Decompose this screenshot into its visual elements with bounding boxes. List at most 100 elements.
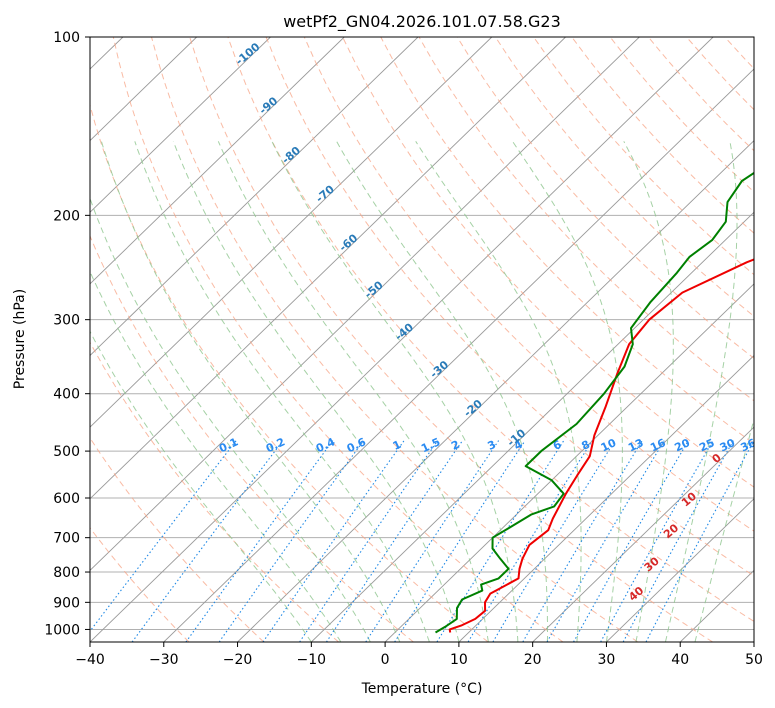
plot-frame (89, 36, 755, 643)
mixing-ratio-line-8 (467, 440, 593, 642)
isotherm-line (753, 641, 754, 642)
x-tick-label: 30 (598, 652, 616, 668)
dry-adiabat-line (90, 341, 339, 642)
mixing-ratio-line-6 (436, 440, 565, 642)
mixing-ratio-label: 10 (599, 436, 619, 454)
x-tick-label: 50 (745, 652, 763, 668)
dry-adiabat-line (494, 37, 754, 317)
mixing-ratio-line-13 (522, 440, 643, 642)
dry-adiabat-line (418, 37, 754, 402)
isotherm-line (532, 426, 754, 642)
y-tick-label: 600 (53, 491, 80, 507)
plot-area (90, 37, 754, 642)
y-tick-label: 700 (53, 531, 80, 547)
mixing-ratio-line-1-5 (299, 440, 439, 642)
dewpoint-profile (434, 171, 754, 634)
moist-adiabat-line (623, 141, 674, 642)
y-tick-label: 1000 (44, 622, 80, 638)
moist-adiabat-line (134, 141, 430, 642)
dry-adiabat-line (90, 103, 489, 642)
isotherm-line (606, 498, 754, 642)
isotherm-line (90, 37, 198, 142)
moist-adiabat-line (100, 141, 401, 642)
isotherm-line (90, 37, 493, 428)
isotherm-line (90, 37, 419, 357)
pressure-gridlines (90, 37, 754, 630)
x-tick-label: −20 (223, 652, 253, 668)
dry-adiabat-line (303, 37, 754, 532)
sounding-profiles (434, 171, 754, 634)
isotherm-line (90, 37, 640, 571)
mixing-ratio-label: 30 (718, 436, 738, 454)
mixing-ratio-line-16 (546, 440, 665, 642)
mixing-ratio-line-4 (394, 440, 526, 642)
moist-adiabat-line (665, 141, 738, 642)
mixing-ratio-lines (90, 440, 754, 642)
x-axis-ticks: −40 −30 −20 −10 0 10 20 30 40 50 (75, 642, 763, 668)
moist-adiabat-lines (90, 141, 754, 642)
y-tick-label: 100 (53, 30, 80, 46)
mixing-ratio-line-20 (573, 440, 689, 642)
dry-adiabat-line (227, 37, 754, 623)
isotherm-lines (90, 37, 754, 642)
y-tick-label: 400 (53, 387, 80, 403)
moist-adiabat-line (336, 141, 548, 642)
x-tick-label: 20 (524, 652, 542, 668)
moist-adiabat-line (172, 141, 460, 642)
x-tick-label: 40 (671, 652, 689, 668)
x-tick-label: −40 (75, 652, 105, 668)
moist-adiabat-line (90, 330, 312, 642)
mixing-ratio-line-10 (492, 440, 616, 642)
x-tick-label: 10 (450, 652, 468, 668)
y-axis-ticks: 1000 900 800 700 600 500 400 300 200 100 (44, 30, 90, 638)
dry-adiabat-line (189, 37, 713, 642)
dry-adiabat-line (90, 234, 414, 642)
mixing-ratio-line-30 (622, 440, 734, 642)
x-tick-label: −10 (297, 652, 327, 668)
moist-adiabat-line (694, 417, 754, 642)
plot-background (90, 37, 754, 642)
y-tick-label: 900 (53, 595, 80, 611)
y-axis-label: Pressure (hPa) (12, 289, 28, 389)
y-tick-label: 800 (53, 565, 80, 581)
moist-adiabat-line (90, 270, 342, 642)
mixing-ratio-label: 25 (697, 436, 716, 454)
dry-adiabat-line (265, 37, 754, 577)
isotherm-line (90, 37, 271, 213)
temperature-profile (448, 258, 754, 633)
y-tick-label: 300 (53, 313, 80, 329)
dry-adiabat-line (112, 37, 564, 642)
mixing-ratio-line-3 (365, 440, 500, 642)
isotherm-line (90, 37, 345, 285)
mixing-ratio-label: 13 (626, 436, 645, 454)
x-tick-label: −30 (149, 652, 179, 668)
dry-adiabat-line (151, 37, 639, 642)
mixing-ratio-label: 36 (739, 436, 759, 454)
mixing-ratio-line-0-4 (185, 440, 334, 642)
mixing-ratio-line-1 (262, 440, 405, 642)
mixing-ratio-line-2 (325, 440, 463, 642)
moist-adiabat-line (90, 197, 371, 642)
dry-adiabat-line (456, 37, 754, 359)
y-tick-label: 500 (53, 444, 80, 460)
isotherm-line (90, 37, 714, 642)
mixing-ratio-line-25 (600, 440, 714, 642)
mixing-ratio-label: 16 (648, 436, 668, 454)
isotherm-line (458, 354, 754, 642)
moist-adiabat-line (217, 141, 489, 642)
dry-adiabat-line (763, 37, 775, 642)
chart-title: wetPf2_GN04.2026.101.07.58.G23 (283, 12, 561, 32)
moist-adiabat-line (512, 141, 623, 642)
dry-adiabat-line (380, 37, 754, 445)
isotherm-line (90, 37, 566, 500)
moist-adiabat-line (271, 141, 519, 642)
mixing-ratio-line-0-2 (131, 440, 284, 642)
isotherm-line (163, 68, 754, 642)
x-axis-label: Temperature (°C) (361, 681, 483, 697)
y-tick-label: 200 (53, 208, 80, 224)
isotherm-line (384, 283, 754, 642)
mixing-ratio-label: 20 (673, 436, 693, 454)
dry-adiabat-line (90, 437, 265, 642)
